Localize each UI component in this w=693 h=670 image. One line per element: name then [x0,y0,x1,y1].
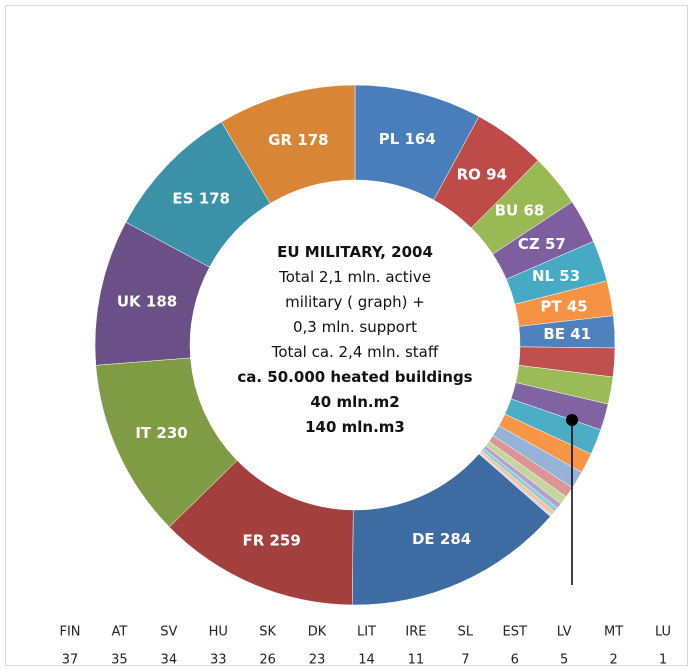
table-value: 35 [111,653,128,668]
table-category: LV [557,625,572,640]
donut-segment [221,84,356,204]
segment-label: UK 188 [117,292,177,310]
table-value: 1 [659,653,667,668]
table-category: LU [655,625,671,640]
segment-label-category: PL [379,130,400,148]
table-value: 11 [408,653,425,668]
table-category: EST [503,625,527,640]
segment-label-value: 94 [486,165,507,183]
center-text: Total ca. 2,4 mln. staff [271,343,439,361]
table-value: 23 [309,653,326,668]
segment-label-category: UK [117,292,142,310]
segment-label-value: 178 [199,189,230,207]
segment-label-value: 230 [156,423,187,441]
segment-label: BU 68 [495,201,545,219]
table-value: 34 [161,653,178,668]
segment-label: BE 41 [543,325,591,343]
table-value: 5 [560,653,568,668]
segment-label: RO 94 [457,165,507,183]
segment-label-category: RO [457,165,481,183]
segment-label-value: 178 [297,131,328,149]
center-text: Total 2,1 mln. active [278,268,431,286]
table-category: SL [458,625,474,640]
segment-label-value: 188 [146,292,177,310]
segment-label: ES 178 [172,189,230,207]
table-value: 7 [461,653,469,668]
segment-label-value: 164 [405,130,436,148]
table-category: IRE [405,625,426,640]
segment-label: IT 230 [135,423,187,441]
table-value: 6 [511,653,519,668]
segment-label-category: CZ [518,234,540,252]
segment-label-value: 45 [567,297,588,315]
center-text: military ( graph) + [285,293,425,311]
center-text: ca. 50.000 heated buildings [237,368,472,386]
table-value: 33 [210,653,227,668]
segment-label-category: PT [540,297,562,315]
segment-label-category: BU [495,201,519,219]
table-category: LIT [357,625,376,640]
center-text: 140 mln.m3 [305,418,405,436]
segment-label: FR 259 [242,531,300,549]
segment-label-category: FR [242,531,264,549]
table-category: SK [259,625,276,640]
segment-label-value: 53 [559,267,580,285]
segment-label-value: 57 [545,234,566,252]
segment-label-category: NL [532,267,555,285]
segment-label-category: ES [172,189,193,207]
segment-label-category: BE [543,325,565,343]
segment-label: DE 284 [412,530,471,548]
segment-label: PL 164 [379,130,436,148]
segment-label-value: 41 [570,325,591,343]
table-category: MT [604,625,623,640]
segment-label: PT 45 [540,297,587,315]
table-value: 2 [609,653,617,668]
segment-label-category: DE [412,530,435,548]
table-category: AT [112,625,128,640]
segment-label-category: GR [268,131,292,149]
segment-label-category: IT [135,423,152,441]
segment-label: CZ 57 [518,234,566,252]
segment-label-value: 259 [269,531,300,549]
center-text: EU MILITARY, 2004 [277,243,433,261]
table-value: 37 [62,653,79,668]
table-value: 14 [358,653,375,668]
table-category: SV [160,625,177,640]
table-value: 26 [259,653,276,668]
table-category: HU [209,625,228,640]
table-category: FIN [59,625,80,640]
segment-label-value: 68 [523,201,544,219]
segment-label: GR 178 [268,131,328,149]
center-text: 40 mln.m2 [310,393,399,411]
table-category: DK [308,625,327,640]
center-text: 0,3 mln. support [293,318,417,336]
segment-label-value: 284 [440,530,471,548]
segment-label: NL 53 [532,267,580,285]
pointer-dot [566,414,578,426]
